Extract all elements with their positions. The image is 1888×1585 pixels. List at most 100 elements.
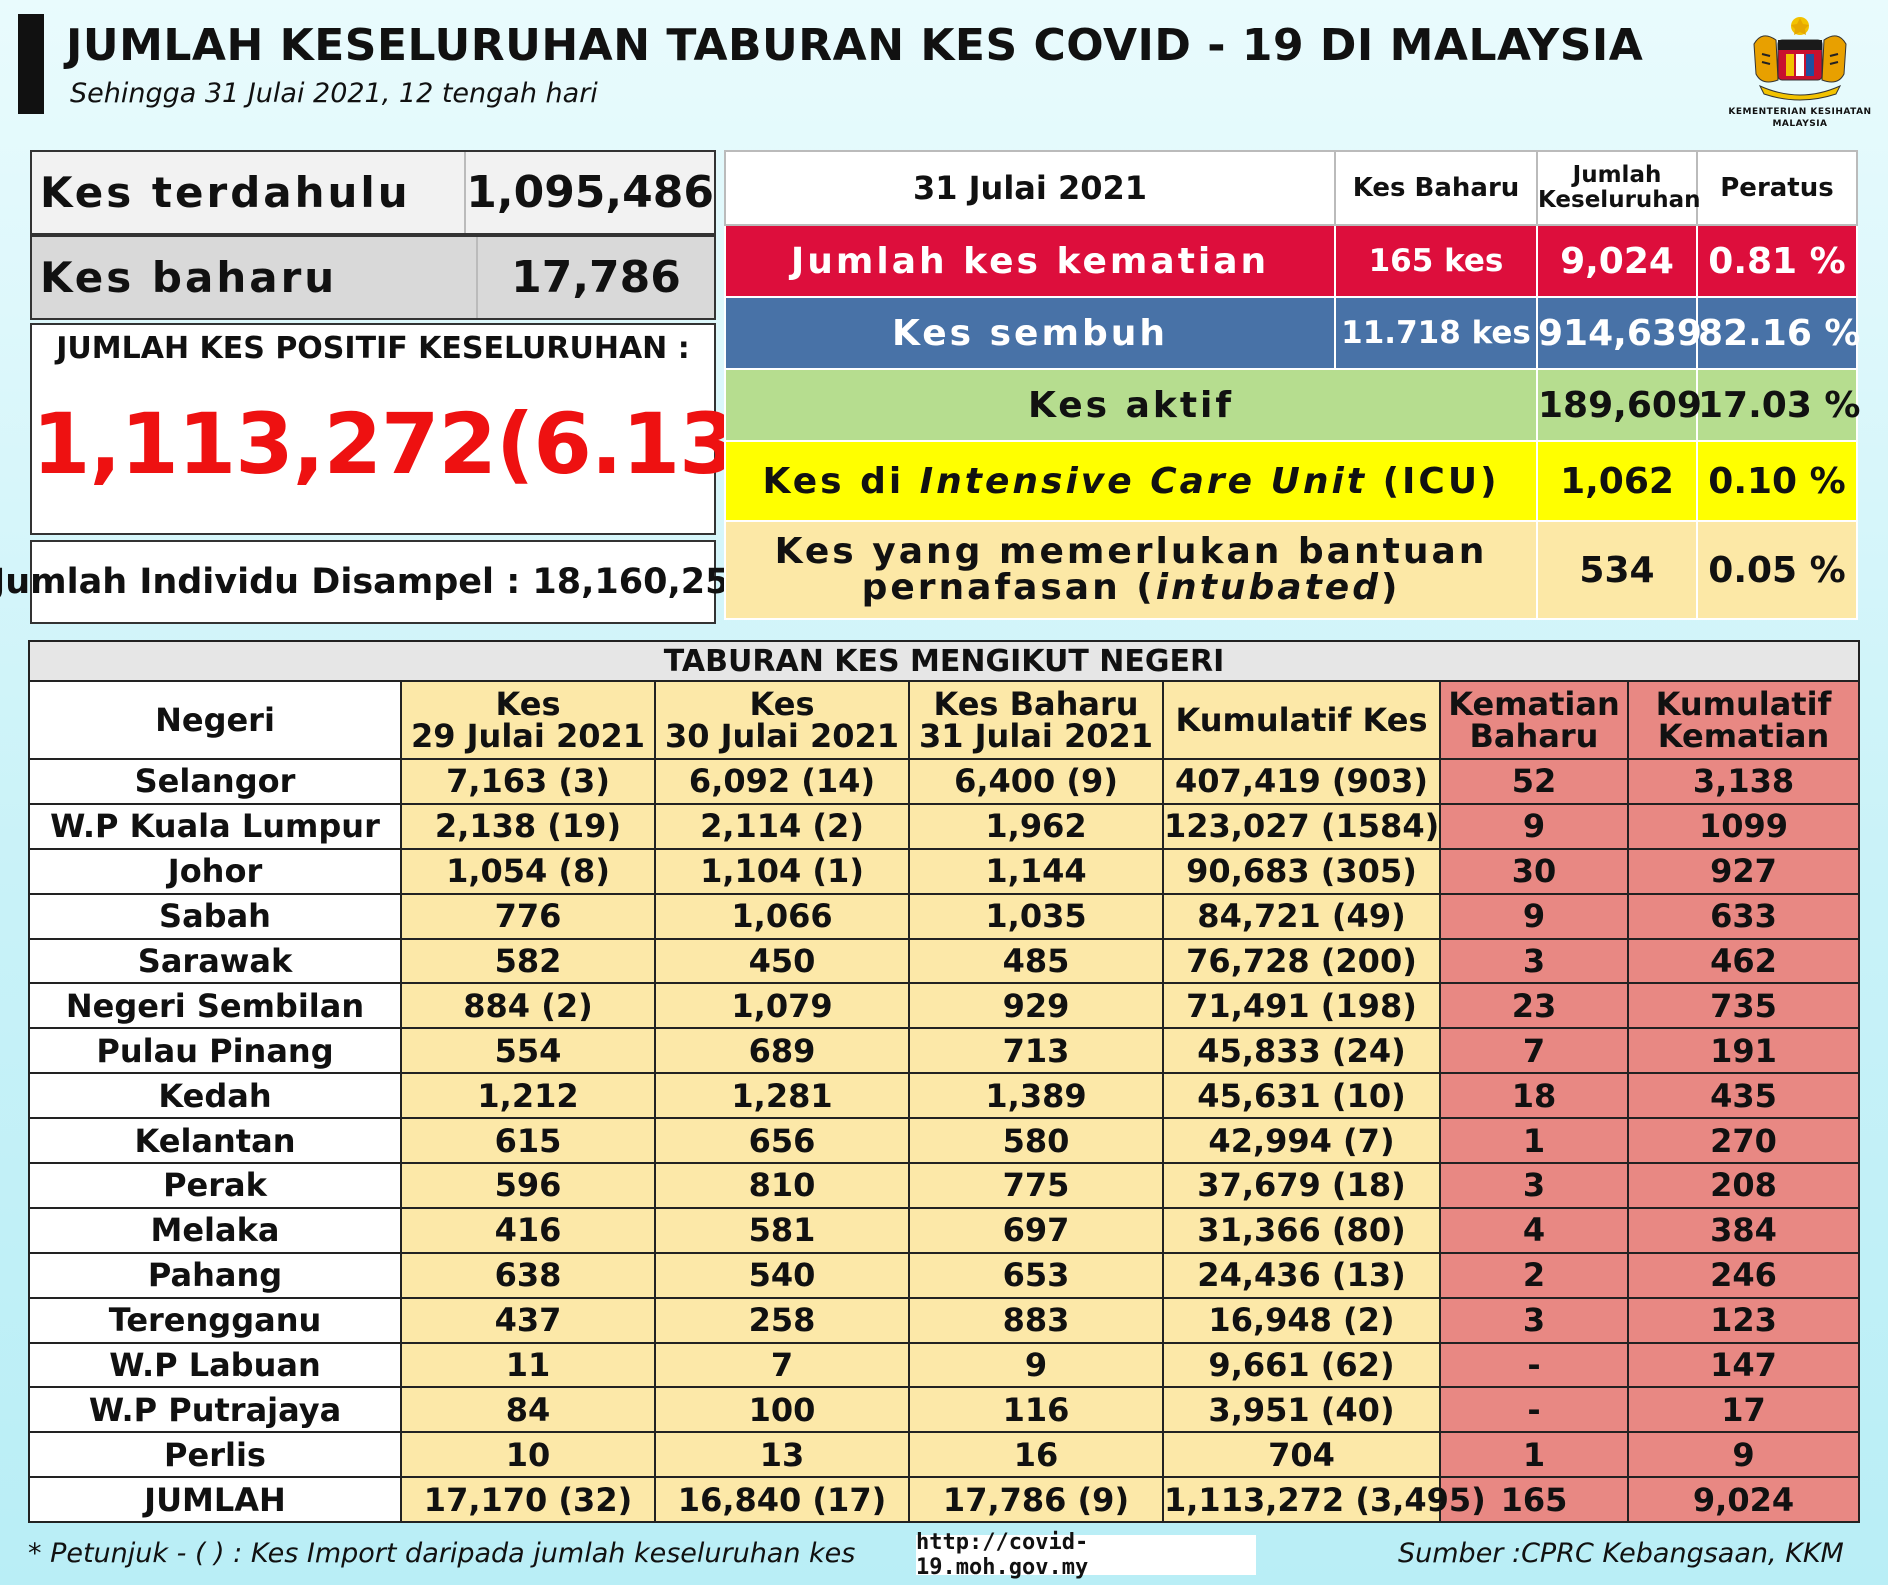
row-icu: Kes di Intensive Care Unit (ICU) 1,062 0… — [724, 440, 1858, 522]
table-row: W.P Putrajaya 84 100 116 3,951 (40) -17 — [28, 1386, 1861, 1434]
cell-kumulatif: 45,631 (10) — [1162, 1072, 1441, 1120]
cell-kumulatif: 37,679 (18) — [1162, 1162, 1441, 1209]
cell-kumulatif-kematian: 270 — [1626, 1117, 1861, 1165]
table-row: Pulau Pinang 554 689 713 45,833 (24) 7 191 — [28, 1027, 1861, 1075]
cell-kes-31: 1,035 — [908, 892, 1164, 940]
cell-negeri: Terengganu — [28, 1296, 402, 1344]
cell-kematian-baharu: 3 — [1439, 1162, 1629, 1209]
cell-kes-29: 596 — [400, 1162, 656, 1209]
col-peratus: Peratus — [1696, 150, 1858, 226]
cell-kes-30: 1,104 (1) — [654, 847, 910, 895]
cell-kes-29: 11 — [400, 1341, 656, 1389]
cell-kes-31: 1,144 — [908, 847, 1164, 895]
cell-kes-30: 258 — [654, 1296, 910, 1344]
cell-kes-30: 581 — [654, 1206, 910, 1254]
cell-kumulatif-kematian: 735 — [1626, 982, 1861, 1030]
sembuh-kes: 11.718 kes — [1334, 296, 1538, 370]
table-row: Kelantan 615 656 580 42,994 (7) 1 270 — [28, 1117, 1861, 1165]
col-kematian-baharu: Kematian Baharu — [1439, 680, 1629, 760]
kematian-jumlah: 9,024 — [1536, 224, 1698, 298]
sembuh-label: Kes sembuh — [724, 296, 1336, 370]
cell-kumulatif-kematian: 208 — [1626, 1162, 1861, 1209]
icu-label-pre: Kes di — [762, 460, 920, 502]
col-kum-kematian-line1: Kumulatif — [1655, 685, 1832, 723]
intubated-label-line2: pernafasan (intubated) — [726, 570, 1536, 606]
cell-kematian-baharu: - — [1439, 1341, 1629, 1389]
table-row: Kedah 1,212 1,281 1,389 45,631 (10) 18 435 — [28, 1072, 1861, 1120]
cell-kes-31: 16 — [908, 1431, 1164, 1479]
cell-kes-29: 638 — [400, 1251, 656, 1299]
cell-kes-29: 437 — [400, 1296, 656, 1344]
cell-kes-31: 775 — [908, 1162, 1164, 1209]
total-negeri: JUMLAH — [28, 1476, 402, 1524]
cell-kumulatif-kematian: 147 — [1626, 1341, 1861, 1389]
cell-kes-29: 1,212 — [400, 1072, 656, 1120]
state-table-caption: TABURAN KES MENGIKUT NEGERI — [27, 640, 1861, 682]
footer-source: Sumber :CPRC Kebangsaan, KKM — [1398, 1538, 1844, 1569]
cell-kes-30: 2,114 (2) — [654, 802, 910, 850]
cell-negeri: Pulau Pinang — [28, 1027, 402, 1075]
cell-kumulatif: 704 — [1162, 1431, 1441, 1479]
intubated-label-pre: pernafasan ( — [861, 567, 1156, 608]
cell-kematian-baharu: - — [1439, 1386, 1629, 1434]
cell-kes-30: 1,281 — [654, 1072, 910, 1120]
jumlah-positif-label: JUMLAH KES POSITIF KESELURUHAN : — [56, 331, 690, 366]
table-total-row: JUMLAH 17,170 (32) 16,840 (17) 17,786 (9) 1,… — [28, 1476, 1861, 1524]
table-row: W.P Kuala Lumpur 2,138 (19) 2,114 (2) 1,962… — [28, 802, 1861, 850]
cell-kematian-baharu: 52 — [1439, 758, 1629, 805]
cell-negeri: Sabah — [28, 892, 402, 940]
icu-peratus: 0.10 % — [1696, 440, 1858, 522]
cell-kumulatif: 90,683 (305) — [1162, 847, 1441, 895]
cell-negeri: Sarawak — [28, 937, 402, 985]
total-kematian-baharu: 165 — [1439, 1476, 1629, 1524]
col-kes-29: Kes 29 Julai 2021 — [400, 680, 656, 760]
jumlah-positif-box: JUMLAH KES POSITIF KESELURUHAN : 1,113,2… — [30, 323, 858, 535]
col-kes-30-line2: 30 Julai 2021 — [664, 717, 900, 755]
cell-kes-30: 13 — [654, 1431, 910, 1479]
col-jumlah-line2: Keseluruhan — [1538, 187, 1701, 213]
footer-note: * Petunjuk - ( ) : Kes Import daripada j… — [28, 1538, 856, 1569]
cell-kes-31: 1,389 — [908, 1072, 1164, 1120]
total-kes-31: 17,786 (9) — [908, 1476, 1164, 1524]
col-kes-31: Kes Baharu 31 Julai 2021 — [908, 680, 1164, 760]
total-kes-29: 17,170 (32) — [400, 1476, 656, 1524]
cell-negeri: Negeri Sembilan — [28, 982, 402, 1030]
cell-kes-30: 810 — [654, 1162, 910, 1209]
col-negeri: Negeri — [28, 680, 402, 760]
cell-kes-29: 615 — [400, 1117, 656, 1165]
col-kes-30: Kes 30 Julai 2021 — [654, 680, 910, 760]
cell-kumulatif: 71,491 (198) — [1162, 982, 1441, 1030]
cell-kes-29: 416 — [400, 1206, 656, 1254]
kes-terdahulu-label: Kes terdahulu — [32, 152, 467, 233]
kes-baharu-row: Kes baharu 17,786 — [30, 235, 716, 320]
cell-kes-31: 580 — [908, 1117, 1164, 1165]
cell-kumulatif-kematian: 246 — [1626, 1251, 1861, 1299]
cell-kes-31: 1,962 — [908, 802, 1164, 850]
state-distribution-table: TABURAN KES MENGIKUT NEGERI Negeri Kes 29… — [27, 640, 1861, 1524]
col-jumlah-keseluruhan: Jumlah Keseluruhan — [1536, 150, 1701, 226]
cell-kematian-baharu: 1 — [1439, 1431, 1629, 1479]
page-subtitle: Sehingga 31 Julai 2021, 12 tengah hari — [70, 78, 598, 109]
col-kematian-line1: Kematian — [1448, 685, 1620, 723]
logo-text-line2: MALAYSIA — [1772, 119, 1828, 129]
table-row: Johor 1,054 (8) 1,104 (1) 1,144 90,683 (305)… — [28, 847, 1861, 895]
state-table-header: Negeri Kes 29 Julai 2021 Kes 30 Julai 2021… — [28, 680, 1861, 760]
icu-label-post: (ICU) — [1367, 460, 1500, 502]
cell-kematian-baharu: 2 — [1439, 1251, 1629, 1299]
cell-kematian-baharu: 3 — [1439, 937, 1629, 985]
intubated-label-italic: intubated — [1155, 567, 1381, 608]
cell-kumulatif: 45,833 (24) — [1162, 1027, 1441, 1075]
cell-kumulatif-kematian: 1099 — [1626, 802, 1861, 850]
cell-kes-30: 7 — [654, 1341, 910, 1389]
footer-url-link[interactable]: http://covid-19.moh.gov.my — [916, 1530, 1256, 1580]
total-kumulatif: 1,113,272 (3,495) — [1162, 1476, 1486, 1524]
cell-kes-30: 656 — [654, 1117, 910, 1165]
col-kes-baharu: Kes Baharu — [1334, 150, 1538, 226]
table-row: W.P Labuan 11 7 9 9,661 (62) -147 — [28, 1341, 1861, 1389]
cell-kumulatif: 407,419 (903) — [1162, 758, 1441, 805]
cell-kematian-baharu: 18 — [1439, 1072, 1629, 1120]
cell-kematian-baharu: 30 — [1439, 847, 1629, 895]
aktif-peratus: 17.03 % — [1696, 368, 1860, 442]
cell-kes-30: 540 — [654, 1251, 910, 1299]
cell-kes-29: 776 — [400, 892, 656, 940]
